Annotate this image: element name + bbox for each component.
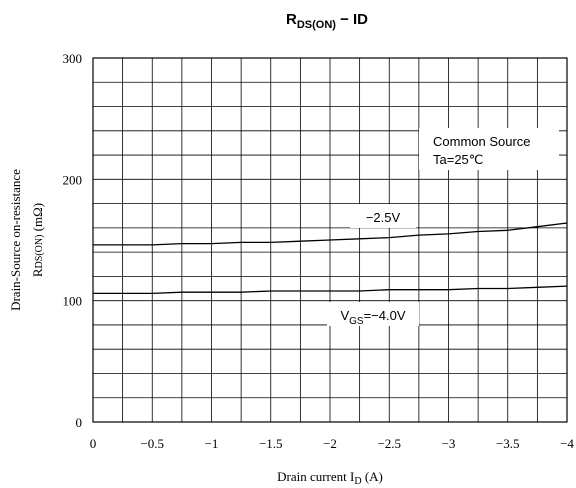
x-tick-label: −2 <box>323 436 337 451</box>
x-tick-label: −1.5 <box>259 436 283 451</box>
series-line-0 <box>93 222 568 246</box>
y-axis-label-unit: (mΩ) <box>30 203 45 235</box>
x-tick-label: −0.5 <box>140 436 164 451</box>
label-2-5v-background <box>350 204 416 228</box>
y-tick-label: 0 <box>76 415 83 430</box>
series-line-1 <box>93 285 568 295</box>
chart-title-main: R <box>286 11 297 28</box>
label-4-0v-gs: GS <box>349 316 364 327</box>
x-tick-label: −4 <box>560 436 574 451</box>
legend-common-source: Common Source <box>433 134 531 149</box>
y-tick-label: 200 <box>63 172 83 187</box>
x-tick-label: −3 <box>442 436 456 451</box>
chart-title-rest: − ID <box>336 11 368 28</box>
label-4-0v-value: =−4.0V <box>364 308 406 323</box>
y-tick-label: 100 <box>63 294 83 309</box>
legend-ta: Ta=25℃ <box>433 152 483 167</box>
y-tick-labels: 0 100 200 300 <box>63 51 83 430</box>
chart-title: RDS(ON) − ID <box>286 11 368 31</box>
series-group <box>93 222 568 295</box>
y-tick-label: 300 <box>63 51 83 66</box>
x-axis-label-main: Drain current I <box>277 469 354 484</box>
x-tick-label: −1 <box>205 436 219 451</box>
label-4-0v-background <box>327 302 419 326</box>
x-tick-label: −2.5 <box>377 436 401 451</box>
x-axis-label-rest: (A) <box>362 469 383 484</box>
y-axis-label-line2: RDS(ON) (mΩ) <box>30 203 45 277</box>
y-axis-label-subscript: DS(ON) <box>34 235 45 269</box>
x-axis-label: Drain current ID (A) <box>277 469 383 487</box>
label-4-0v-v: V <box>340 308 349 323</box>
y-axis-label-line1: Drain-Source on-resistance <box>8 169 23 311</box>
y-axis-label-r: R <box>30 268 45 277</box>
legend-box-background <box>419 128 559 170</box>
x-tick-label: −3.5 <box>496 436 520 451</box>
series-label-vgs-2-5v: −2.5V <box>366 210 401 225</box>
grid <box>93 58 567 422</box>
x-tick-labels: 0 −0.5 −1 −1.5 −2 −2.5 −3 −3.5 −4 <box>90 436 575 451</box>
x-tick-label: 0 <box>90 436 97 451</box>
x-axis-label-subscript: D <box>354 476 361 487</box>
series-label-vgs-4-0v: VGS=−4.0V <box>340 308 405 327</box>
chart-title-subscript: DS(ON) <box>297 19 336 31</box>
plot-frame <box>92 57 568 423</box>
